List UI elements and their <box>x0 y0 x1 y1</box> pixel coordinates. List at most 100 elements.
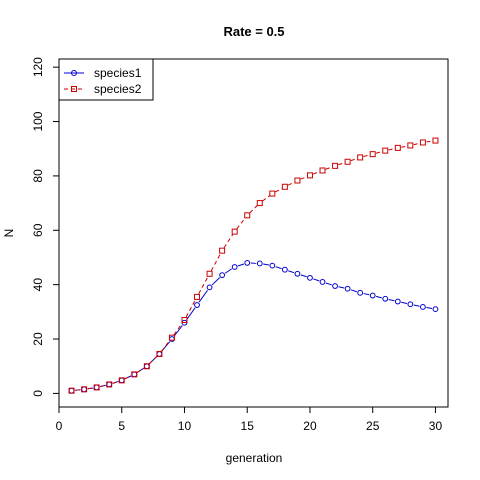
plot-area-frame <box>59 59 448 407</box>
y-tick-label: 60 <box>31 223 45 237</box>
x-tick-label: 15 <box>241 419 255 433</box>
series-line-segment <box>351 159 357 161</box>
data-point <box>383 296 388 301</box>
series-line-segment <box>364 155 370 157</box>
series-line-segment <box>389 300 395 301</box>
series-line-segment <box>426 308 432 309</box>
data-point <box>195 294 200 299</box>
series-line-segment <box>326 283 332 285</box>
series-line-segment <box>389 149 395 150</box>
series-line-segment <box>224 235 233 248</box>
data-point <box>82 387 87 392</box>
data-point <box>295 271 300 276</box>
data-point <box>195 303 200 308</box>
data-point <box>157 352 162 357</box>
series-line-segment <box>199 290 207 302</box>
data-point <box>395 145 400 150</box>
data-point <box>320 168 325 173</box>
series-line-segment <box>237 218 245 229</box>
series-line-segment <box>212 278 220 285</box>
x-axis-label: generation <box>226 451 283 465</box>
series-line-segment <box>401 146 407 147</box>
data-point <box>433 138 438 143</box>
series-line-segment <box>225 269 232 273</box>
data-point <box>270 191 275 196</box>
data-point <box>345 286 350 291</box>
data-point <box>119 378 124 383</box>
series-line-segment <box>276 267 282 269</box>
data-point <box>295 178 300 183</box>
series-line-segment <box>364 294 370 295</box>
x-tick-label: 5 <box>118 419 125 433</box>
data-point <box>207 271 212 276</box>
series-line-segment <box>288 182 294 185</box>
data-point <box>220 273 225 278</box>
series-line-segment <box>338 287 344 288</box>
series-line-segment <box>263 196 270 201</box>
data-point <box>345 159 350 164</box>
series-line-segment <box>250 206 258 213</box>
data-point <box>420 140 425 145</box>
series-line-segment <box>414 305 420 306</box>
legend-label-species2: species2 <box>94 82 142 96</box>
legend: species1 species2 <box>59 59 153 100</box>
series-line-segment <box>401 302 407 303</box>
series-line-segment <box>426 141 432 142</box>
y-tick-label: 0 <box>31 390 45 397</box>
y-axis-label: N <box>2 229 16 238</box>
y-tick-label: 40 <box>31 278 45 292</box>
series-line-segment <box>301 177 307 180</box>
data-point <box>245 261 250 266</box>
data-point <box>408 143 413 148</box>
y-tick-label: 120 <box>31 57 45 77</box>
series-species2 <box>69 138 438 393</box>
series-line-segment <box>174 325 182 336</box>
data-point <box>421 305 426 310</box>
data-point <box>132 372 137 377</box>
data-point <box>170 337 175 342</box>
series-line-segment <box>301 275 307 277</box>
series-line-segment <box>376 152 382 154</box>
series-line-segment <box>238 264 244 266</box>
y-tick-label: 100 <box>31 111 45 131</box>
data-point <box>333 163 338 168</box>
data-point <box>333 284 338 289</box>
series-line-segment <box>414 143 420 144</box>
chart-title: Rate = 0.5 <box>223 24 284 39</box>
x-tick-label: 20 <box>303 419 317 433</box>
data-point <box>69 388 74 393</box>
series-line-segment <box>288 271 294 273</box>
data-point <box>308 275 313 280</box>
series-line-segment <box>174 323 182 335</box>
data-point <box>370 152 375 157</box>
data-point <box>358 290 363 295</box>
series-line-segment <box>313 172 319 174</box>
data-point <box>282 184 287 189</box>
data-point <box>94 385 99 390</box>
series-line-segment <box>376 296 382 298</box>
x-tick-label: 30 <box>429 419 443 433</box>
series-line-segment <box>313 279 319 281</box>
series-layer <box>69 138 438 393</box>
series-line-segment <box>351 290 357 292</box>
data-point <box>383 148 388 153</box>
data-point <box>282 267 287 272</box>
data-point <box>257 261 262 266</box>
data-point <box>433 307 438 312</box>
x-tick-label: 0 <box>56 419 63 433</box>
data-point <box>320 280 325 285</box>
data-point <box>370 293 375 298</box>
series-line-segment <box>275 188 281 191</box>
data-point <box>307 173 312 178</box>
data-point <box>270 263 275 268</box>
data-point <box>395 299 400 304</box>
data-point <box>358 155 363 160</box>
data-point <box>408 302 413 307</box>
series-line-segment <box>338 163 344 165</box>
x-tick-label: 25 <box>366 419 380 433</box>
series-line-segment <box>263 264 269 265</box>
y-tick-label: 80 <box>31 169 45 183</box>
series-line-segment <box>326 167 332 169</box>
legend-label-species1: species1 <box>94 66 142 80</box>
x-tick-label: 10 <box>178 419 192 433</box>
